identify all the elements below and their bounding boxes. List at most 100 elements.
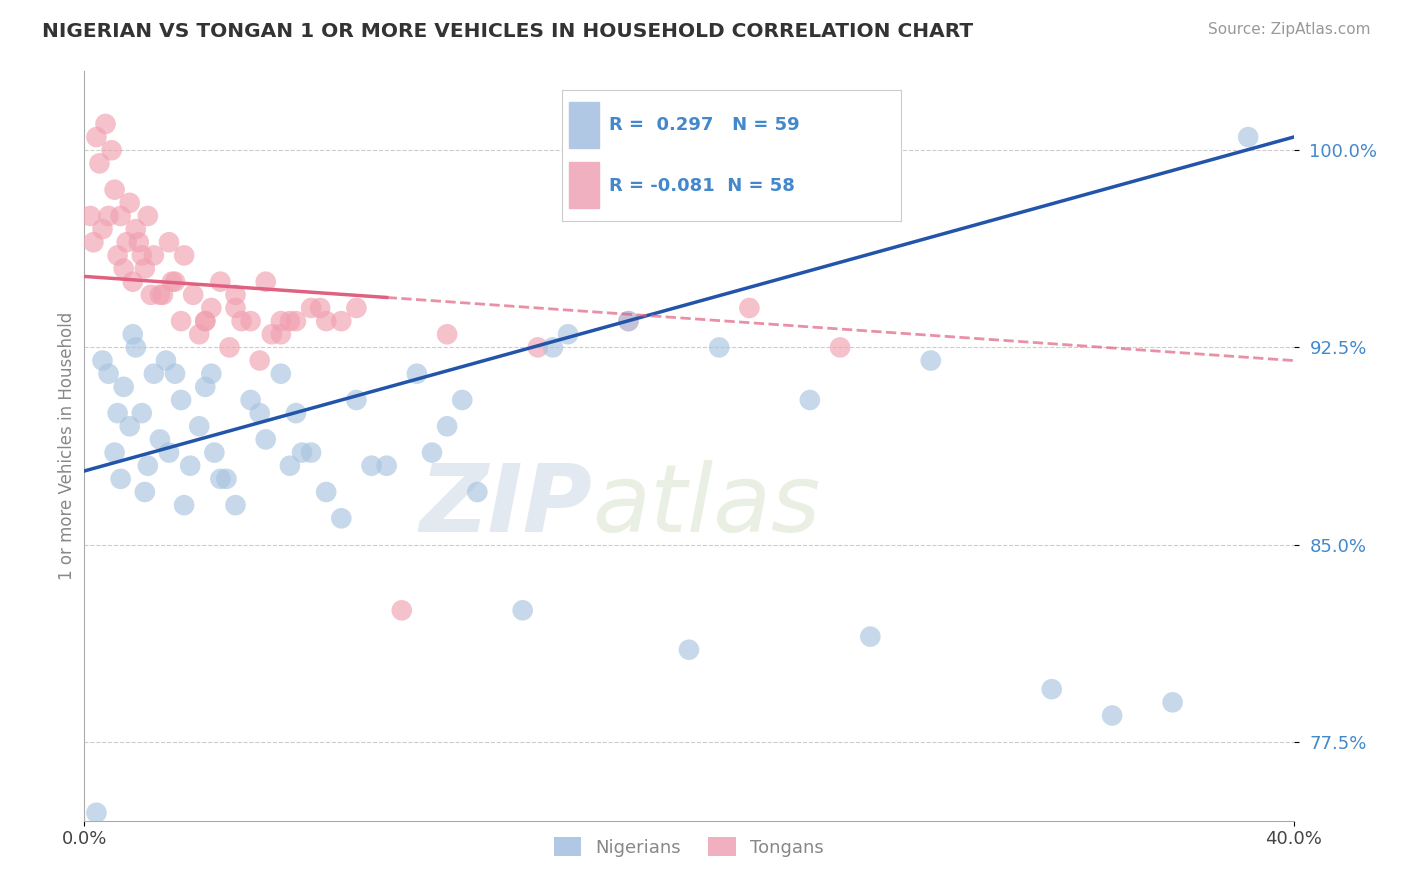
Point [194,380,217,394]
Point [512,603,534,617]
Point [165,367,187,381]
Point [107,248,129,262]
Point [239,392,262,407]
Point [160,275,183,289]
Point [149,288,172,302]
Point [86,130,108,145]
Point [157,235,180,250]
Point [260,327,283,342]
Point [541,340,564,354]
Point [179,458,201,473]
Point [136,458,159,473]
Point [97,209,120,223]
Point [527,340,550,354]
Point [391,603,413,617]
Point [200,367,222,381]
Point [134,261,156,276]
Point [181,288,204,302]
Point [86,805,108,820]
Point [121,275,143,289]
Point [218,340,240,354]
Point [278,458,301,473]
Point [278,314,301,328]
Point [157,445,180,459]
Point [97,367,120,381]
Point [128,235,150,250]
Point [91,353,114,368]
Point [1101,708,1123,723]
Point [225,498,247,512]
Point [239,314,262,328]
Point [309,301,332,315]
Point [617,314,640,328]
Point [173,498,195,512]
Point [104,445,127,459]
Point [1161,695,1184,709]
Point [139,288,162,302]
Point [249,353,271,368]
Point [830,340,852,354]
Point [330,511,353,525]
Point [209,275,232,289]
Point [136,209,159,223]
Point [249,406,271,420]
Point [165,275,187,289]
Point [94,117,117,131]
Point [142,248,165,262]
Point [110,209,132,223]
Point [299,301,322,315]
Point [285,406,308,420]
Point [1237,130,1260,145]
Point [112,380,135,394]
Point [91,222,114,236]
Point [315,314,337,328]
Point [104,183,127,197]
Point [215,472,238,486]
Point [131,406,153,420]
Point [112,261,135,276]
Point [131,248,153,262]
Point [254,433,277,447]
Point [375,458,398,473]
Point [194,314,217,328]
Point [107,406,129,420]
Point [209,472,232,486]
Point [152,288,174,302]
Point [115,235,138,250]
Text: NIGERIAN VS TONGAN 1 OR MORE VEHICLES IN HOUSEHOLD CORRELATION CHART: NIGERIAN VS TONGAN 1 OR MORE VEHICLES IN… [42,22,973,41]
Point [738,301,761,315]
Point [678,642,700,657]
Point [194,314,217,328]
Point [270,314,292,328]
Point [291,445,314,459]
Point [406,367,429,381]
Point [121,327,143,342]
Text: atlas: atlas [592,460,821,551]
Point [225,288,247,302]
Point [270,367,292,381]
Point [125,340,148,354]
Point [231,314,253,328]
Point [149,433,172,447]
Point [155,353,177,368]
Point [436,419,458,434]
Point [173,248,195,262]
Point [315,485,337,500]
Point [1040,682,1063,697]
Point [89,156,111,170]
Point [346,392,368,407]
Point [118,195,141,210]
Text: Source: ZipAtlas.com: Source: ZipAtlas.com [1208,22,1371,37]
Text: ZIP: ZIP [419,460,592,552]
Point [254,275,277,289]
Point [436,327,458,342]
Point [285,314,308,328]
Point [270,327,292,342]
Point [202,445,225,459]
Point [82,235,104,250]
Point [709,340,731,354]
Point [299,445,322,459]
Point [110,472,132,486]
Point [125,222,148,236]
Point [420,445,443,459]
